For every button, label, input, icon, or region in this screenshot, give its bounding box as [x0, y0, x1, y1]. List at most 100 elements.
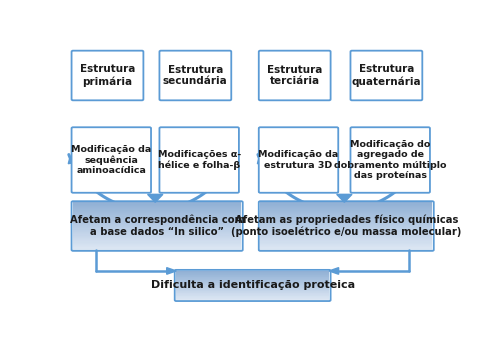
- Bar: [73, 235, 241, 237]
- Bar: [73, 212, 241, 213]
- Bar: [260, 247, 432, 249]
- Bar: [176, 276, 329, 277]
- Text: Modificação da
estrutura 3D: Modificação da estrutura 3D: [258, 150, 339, 170]
- Bar: [260, 241, 432, 243]
- Bar: [260, 210, 432, 212]
- Bar: [73, 223, 241, 225]
- Bar: [260, 212, 432, 213]
- Bar: [176, 274, 329, 275]
- Bar: [73, 228, 241, 229]
- Text: Modificação da
sequência
aminoacídica: Modificação da sequência aminoacídica: [71, 145, 151, 175]
- Bar: [73, 248, 241, 250]
- Bar: [176, 276, 329, 277]
- Bar: [260, 233, 432, 234]
- Text: Modificações α-
hélice e folha-β: Modificações α- hélice e folha-β: [158, 150, 241, 170]
- Bar: [73, 236, 241, 238]
- Bar: [73, 205, 241, 207]
- Polygon shape: [329, 268, 339, 274]
- Polygon shape: [257, 157, 265, 164]
- Bar: [260, 230, 432, 232]
- Text: Afetam a correspondência com
a base dados “In silico”: Afetam a correspondência com a base dado…: [70, 215, 245, 237]
- Bar: [73, 234, 241, 236]
- Bar: [260, 204, 432, 206]
- Bar: [260, 223, 432, 225]
- Bar: [73, 213, 241, 214]
- Bar: [176, 278, 329, 279]
- Bar: [260, 228, 432, 229]
- Bar: [176, 284, 329, 285]
- Text: Afetam as propriedades físico químicas
(ponto isoelétrico e/ou massa molecular): Afetam as propriedades físico químicas (…: [231, 215, 461, 237]
- Polygon shape: [337, 194, 352, 202]
- Bar: [73, 233, 241, 234]
- Bar: [176, 280, 329, 281]
- Bar: [176, 298, 329, 299]
- Bar: [73, 229, 241, 231]
- Bar: [73, 214, 241, 215]
- Bar: [176, 292, 329, 293]
- Bar: [176, 277, 329, 278]
- Bar: [176, 299, 329, 300]
- Bar: [260, 236, 432, 238]
- Bar: [260, 220, 432, 221]
- Bar: [176, 293, 329, 294]
- Bar: [73, 238, 241, 239]
- Text: Dificulta a identificação proteica: Dificulta a identificação proteica: [150, 281, 355, 291]
- Bar: [176, 287, 329, 288]
- Polygon shape: [147, 194, 163, 202]
- Bar: [260, 234, 432, 236]
- Bar: [176, 295, 329, 296]
- Bar: [176, 294, 329, 295]
- Bar: [260, 244, 432, 245]
- Bar: [73, 216, 241, 218]
- Polygon shape: [167, 268, 176, 274]
- Bar: [260, 226, 432, 227]
- Bar: [176, 279, 329, 280]
- Bar: [176, 271, 329, 272]
- Bar: [260, 217, 432, 219]
- Bar: [73, 245, 241, 246]
- Bar: [260, 243, 432, 244]
- Text: Modificação do
agregado de
dobramento múltiplo
das proteínas: Modificação do agregado de dobramento mú…: [334, 140, 447, 180]
- Bar: [260, 229, 432, 231]
- Bar: [73, 243, 241, 244]
- Bar: [260, 232, 432, 233]
- Polygon shape: [68, 157, 76, 164]
- Bar: [73, 220, 241, 221]
- Bar: [260, 225, 432, 226]
- Bar: [73, 207, 241, 208]
- Bar: [176, 273, 329, 274]
- Text: Estrutura
terciária: Estrutura terciária: [267, 65, 322, 86]
- Bar: [260, 240, 432, 241]
- Bar: [73, 210, 241, 212]
- Bar: [73, 208, 241, 209]
- Bar: [260, 248, 432, 250]
- Bar: [73, 226, 241, 227]
- Bar: [176, 286, 329, 287]
- Bar: [260, 218, 432, 220]
- Bar: [176, 271, 329, 272]
- Bar: [176, 291, 329, 292]
- Bar: [73, 225, 241, 226]
- Bar: [260, 214, 432, 215]
- Bar: [176, 288, 329, 289]
- Bar: [73, 230, 241, 232]
- Bar: [176, 275, 329, 276]
- Text: Estrutura
quaternária: Estrutura quaternária: [352, 64, 421, 86]
- Bar: [176, 283, 329, 284]
- Bar: [73, 218, 241, 220]
- Text: Estrutura
secundária: Estrutura secundária: [163, 65, 228, 86]
- Bar: [176, 295, 329, 296]
- Bar: [260, 222, 432, 224]
- Bar: [73, 246, 241, 247]
- FancyBboxPatch shape: [159, 127, 239, 193]
- Bar: [260, 205, 432, 207]
- Bar: [176, 290, 329, 291]
- Bar: [260, 202, 432, 203]
- Bar: [176, 284, 329, 285]
- Bar: [260, 216, 432, 218]
- Bar: [73, 244, 241, 245]
- FancyBboxPatch shape: [351, 51, 423, 100]
- Bar: [73, 209, 241, 211]
- Bar: [176, 293, 329, 294]
- Bar: [260, 207, 432, 208]
